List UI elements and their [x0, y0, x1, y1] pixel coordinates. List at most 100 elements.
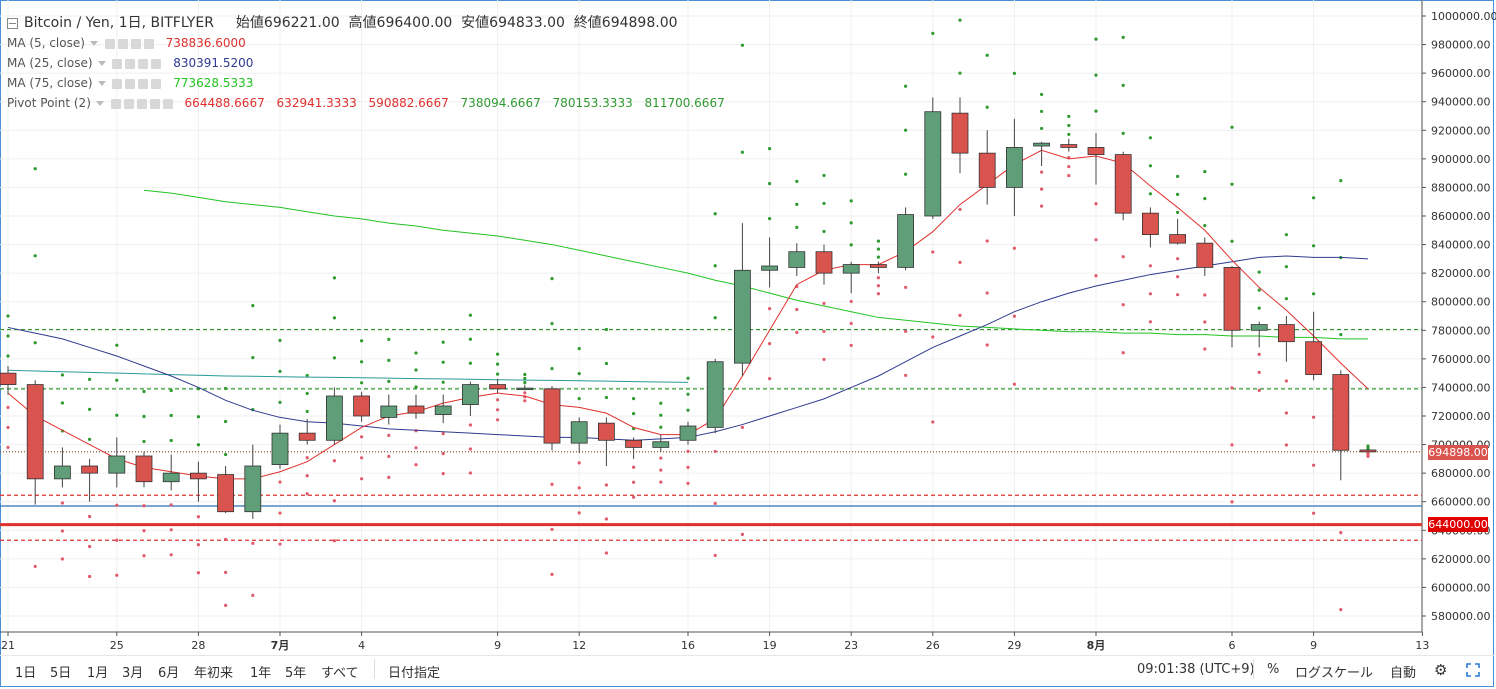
- pivot-dot: [604, 327, 609, 332]
- close-icon[interactable]: [162, 98, 173, 109]
- period-1m[interactable]: 1月: [87, 666, 109, 681]
- pivot-dot: [876, 247, 881, 251]
- close-icon[interactable]: [151, 78, 162, 89]
- eye-icon[interactable]: [112, 78, 123, 89]
- ma5-value: 738836.6000: [165, 36, 246, 50]
- log-scale-toggle[interactable]: ログスケール: [1295, 666, 1374, 681]
- pivot-dot: [604, 361, 609, 366]
- symbol-header: Bitcoin / Yen, 1日, BITFLYER 始値696221.00 高…: [7, 12, 678, 32]
- symbol-title: Bitcoin / Yen, 1日, BITFLYER: [24, 15, 214, 31]
- plus-icon[interactable]: [130, 38, 141, 49]
- period-ytd[interactable]: 年初来: [194, 666, 234, 681]
- period-5y[interactable]: 5年: [285, 666, 307, 681]
- candle-body: [951, 112, 969, 154]
- eye-icon[interactable]: [112, 58, 123, 69]
- pivot-dot: [795, 307, 799, 312]
- indicator-ma75[interactable]: MA (75, close) 773628.5333: [7, 76, 254, 90]
- caret-down-icon[interactable]: [89, 41, 98, 46]
- pivot-dot: [550, 322, 554, 326]
- caret-down-icon[interactable]: [95, 101, 104, 106]
- period-1y[interactable]: 1年: [250, 666, 272, 681]
- pivot-dot: [713, 264, 717, 268]
- pivot-dot: [251, 356, 255, 360]
- y-tick-label: 920000.00: [1431, 124, 1491, 137]
- goto-date-button[interactable]: 日付指定: [388, 666, 441, 681]
- auto-scale-toggle[interactable]: 自動: [1390, 666, 1417, 681]
- pivot-dot: [1012, 314, 1017, 318]
- y-tick-label: 840000.00: [1431, 239, 1491, 252]
- pivot-dot: [659, 468, 663, 472]
- period-3m[interactable]: 3月: [122, 666, 144, 681]
- pivot-dot: [1230, 239, 1234, 243]
- indicator-pivot[interactable]: Pivot Point (2) 664488.6667 632941.3333 …: [7, 96, 725, 110]
- pivot-dot: [1230, 500, 1234, 504]
- pivot-dot: [795, 330, 799, 335]
- pivot-dot: [251, 593, 255, 597]
- pivot-dot: [142, 414, 146, 419]
- pivot-dot: [1040, 92, 1044, 97]
- collapse-icon[interactable]: [7, 17, 18, 29]
- pivot-dot: [142, 389, 146, 394]
- pivot-dot: [550, 572, 554, 576]
- eye-icon[interactable]: [104, 38, 115, 49]
- eye-icon[interactable]: [110, 98, 121, 109]
- close-icon[interactable]: [151, 58, 162, 69]
- candle-body: [298, 432, 316, 441]
- pivot-dot: [278, 338, 282, 342]
- pivot-dot: [414, 385, 418, 389]
- pivot-dot: [468, 471, 472, 475]
- period-1d[interactable]: 1日: [15, 666, 37, 681]
- plus-icon[interactable]: [138, 78, 149, 89]
- pivot-dot: [632, 495, 636, 499]
- pivot-dot: [305, 409, 309, 414]
- pivot-dot: [1148, 320, 1152, 324]
- plus-icon[interactable]: [149, 98, 160, 109]
- pivot-dot: [849, 299, 853, 304]
- pivot-dot: [740, 425, 745, 429]
- candle-body: [1006, 147, 1023, 188]
- indicator-ma5[interactable]: MA (5, close) 738836.6000: [7, 36, 246, 50]
- percent-toggle[interactable]: %: [1267, 662, 1280, 677]
- gear-icon[interactable]: ⚙: [1434, 661, 1448, 679]
- close-icon[interactable]: [143, 38, 154, 49]
- gear-icon[interactable]: [117, 38, 128, 49]
- fullscreen-icon[interactable]: [1466, 661, 1480, 681]
- candle-body: [978, 152, 996, 188]
- y-tick-label: 760000.00: [1431, 353, 1491, 366]
- period-5d[interactable]: 5日: [50, 666, 72, 681]
- gear-icon[interactable]: [125, 58, 136, 69]
- pivot-dot: [604, 517, 609, 521]
- gear-icon[interactable]: [123, 98, 134, 109]
- pivot-dot: [1230, 125, 1234, 129]
- pivot-dot: [686, 481, 690, 485]
- pivot-s1: 664488.6667: [184, 96, 265, 110]
- pivot-dot: [523, 399, 527, 403]
- gear-icon[interactable]: [125, 78, 136, 89]
- pivot-dot: [1257, 370, 1261, 374]
- pivot-dot: [224, 570, 228, 574]
- plus-icon[interactable]: [138, 58, 149, 69]
- pivot-dot: [1312, 244, 1316, 248]
- pivot-dot: [1339, 531, 1343, 535]
- indicator-ma25[interactable]: MA (25, close) 830391.5200: [7, 56, 254, 70]
- pivot-dot: [1067, 173, 1071, 178]
- pivot-dot: [849, 199, 853, 203]
- pivot-dot: [224, 537, 228, 541]
- pivot-dot: [1284, 379, 1288, 383]
- pivot-dot: [876, 292, 881, 296]
- period-all[interactable]: すべて: [321, 666, 359, 681]
- pivot-dot: [740, 150, 745, 154]
- pivot-dot: [904, 172, 908, 176]
- period-6m[interactable]: 6月: [158, 666, 180, 681]
- candle-body: [81, 465, 98, 474]
- pivot-dot: [849, 321, 853, 326]
- pivot-dot: [849, 343, 853, 348]
- pivot-dot: [496, 408, 500, 412]
- bottom-toolbar: 1日 5日 1月 3月 6月 年初来 1年 5年 すべて 日付指定 09:01:…: [0, 655, 1494, 687]
- y-tick-label: 960000.00: [1431, 67, 1491, 80]
- source-icon[interactable]: [136, 98, 147, 109]
- pivot-dot: [686, 376, 690, 380]
- caret-down-icon[interactable]: [97, 81, 106, 86]
- caret-down-icon[interactable]: [97, 61, 106, 66]
